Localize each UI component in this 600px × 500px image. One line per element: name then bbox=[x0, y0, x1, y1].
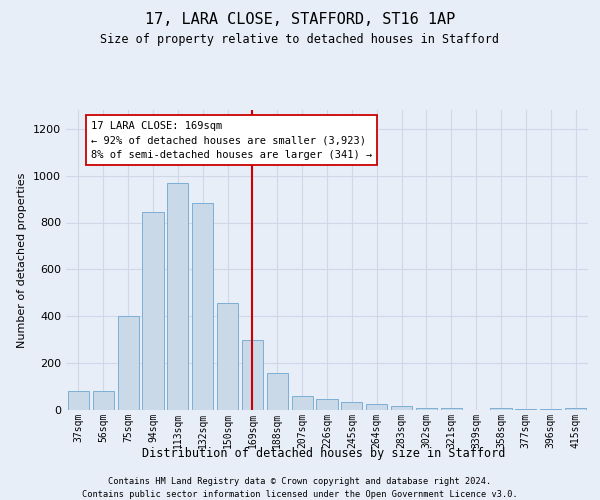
Bar bbox=[366, 404, 387, 410]
Text: Contains HM Land Registry data © Crown copyright and database right 2024.: Contains HM Land Registry data © Crown c… bbox=[109, 478, 491, 486]
Text: 17, LARA CLOSE, STAFFORD, ST16 1AP: 17, LARA CLOSE, STAFFORD, ST16 1AP bbox=[145, 12, 455, 28]
Text: 17 LARA CLOSE: 169sqm
← 92% of detached houses are smaller (3,923)
8% of semi-de: 17 LARA CLOSE: 169sqm ← 92% of detached … bbox=[91, 120, 372, 160]
Bar bbox=[565, 408, 586, 410]
Bar bbox=[142, 212, 164, 410]
Text: Distribution of detached houses by size in Stafford: Distribution of detached houses by size … bbox=[142, 448, 506, 460]
Text: Size of property relative to detached houses in Stafford: Size of property relative to detached ho… bbox=[101, 32, 499, 46]
Bar bbox=[118, 316, 139, 410]
Bar bbox=[68, 391, 89, 410]
Bar bbox=[316, 400, 338, 410]
Bar bbox=[441, 408, 462, 410]
Bar bbox=[192, 202, 213, 410]
Bar bbox=[490, 408, 512, 410]
Bar bbox=[391, 406, 412, 410]
Bar bbox=[93, 391, 114, 410]
Bar bbox=[540, 409, 561, 410]
Bar bbox=[217, 304, 238, 410]
Bar bbox=[515, 409, 536, 410]
Bar bbox=[267, 372, 288, 410]
Bar bbox=[292, 396, 313, 410]
Text: Contains public sector information licensed under the Open Government Licence v3: Contains public sector information licen… bbox=[82, 490, 518, 499]
Bar bbox=[167, 182, 188, 410]
Y-axis label: Number of detached properties: Number of detached properties bbox=[17, 172, 28, 348]
Bar bbox=[242, 340, 263, 410]
Bar bbox=[416, 408, 437, 410]
Bar bbox=[341, 402, 362, 410]
